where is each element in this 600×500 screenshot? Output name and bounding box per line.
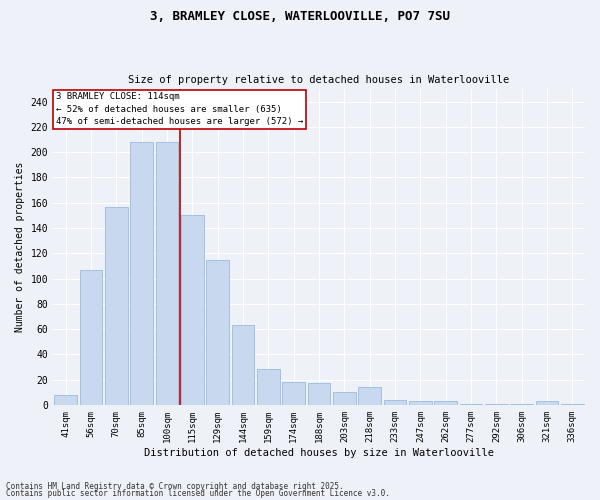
Bar	[460, 404, 482, 405]
Bar	[358, 387, 381, 405]
Bar	[257, 370, 280, 405]
Bar	[510, 404, 533, 405]
Bar	[206, 260, 229, 405]
Bar	[308, 384, 331, 405]
Text: 3 BRAMLEY CLOSE: 114sqm
← 52% of detached houses are smaller (635)
47% of semi-d: 3 BRAMLEY CLOSE: 114sqm ← 52% of detache…	[56, 92, 303, 126]
Bar	[282, 382, 305, 405]
Text: 3, BRAMLEY CLOSE, WATERLOOVILLE, PO7 7SU: 3, BRAMLEY CLOSE, WATERLOOVILLE, PO7 7SU	[150, 10, 450, 23]
Text: Contains public sector information licensed under the Open Government Licence v3: Contains public sector information licen…	[6, 489, 390, 498]
X-axis label: Distribution of detached houses by size in Waterlooville: Distribution of detached houses by size …	[144, 448, 494, 458]
Bar	[409, 401, 432, 405]
Bar	[55, 394, 77, 405]
Text: Contains HM Land Registry data © Crown copyright and database right 2025.: Contains HM Land Registry data © Crown c…	[6, 482, 344, 491]
Bar	[181, 216, 204, 405]
Bar	[561, 404, 584, 405]
Bar	[434, 401, 457, 405]
Bar	[383, 400, 406, 405]
Bar	[105, 206, 128, 405]
Bar	[232, 326, 254, 405]
Bar	[485, 404, 508, 405]
Y-axis label: Number of detached properties: Number of detached properties	[15, 162, 25, 332]
Bar	[80, 270, 103, 405]
Bar	[333, 392, 356, 405]
Bar	[155, 142, 178, 405]
Title: Size of property relative to detached houses in Waterlooville: Size of property relative to detached ho…	[128, 76, 509, 86]
Bar	[536, 401, 559, 405]
Bar	[130, 142, 153, 405]
